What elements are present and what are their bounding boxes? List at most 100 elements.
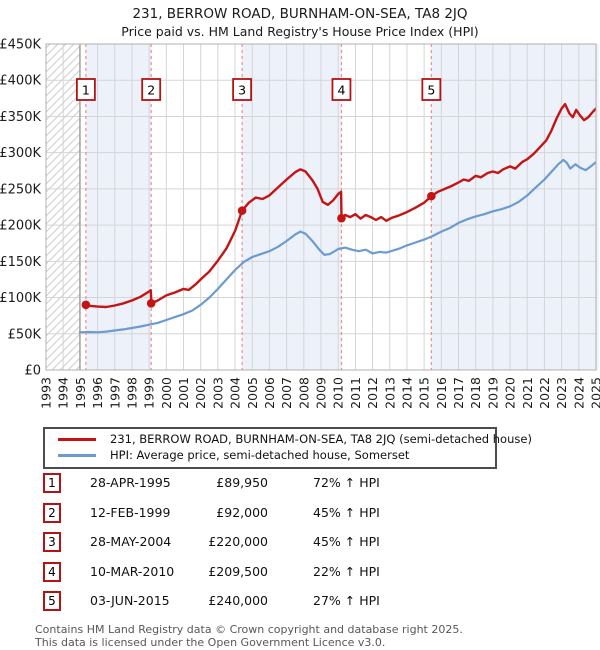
sale-flag-box [141,78,162,101]
x-tick-label: 2004 [228,377,243,409]
y-tick-label: £400K [0,74,41,89]
x-tick-label: 2018 [468,377,483,409]
sale-hpi-delta: 22% ↑ HPI [313,563,380,579]
table-row: 3 28-MAY-2004 £220,000 45% ↑ HPI [43,532,600,552]
x-tick-label: 2000 [159,377,174,409]
hpi-line [78,158,596,334]
sale-date: 28-MAY-2004 [90,534,172,549]
sale-date: 10-MAR-2010 [90,563,175,579]
x-tick-label: 2007 [279,377,294,409]
legend-label-hpi: HPI: Average price, semi-detached house,… [110,448,410,462]
legend-row-price: 231, BERROW ROAD, BURNHAM-ON-SEA, TA8 2J… [45,431,532,447]
y-tick-label: £250K [0,182,41,197]
x-tick-label: 1994 [56,377,71,409]
attribution-line2: This data is licensed under the Open Gov… [35,635,386,649]
legend-label-price: 231, BERROW ROAD, BURNHAM-ON-SEA, TA8 2J… [110,432,532,446]
sale-hpi-delta: 27% ↑ HPI [313,593,380,608]
sale-number-badge: 5 [43,591,61,611]
legend: 231, BERROW ROAD, BURNHAM-ON-SEA, TA8 2J… [43,427,532,469]
sale-number-badge: 1 [43,473,61,493]
sale-marker [81,300,91,310]
sale-date: 12-FEB-1999 [90,504,171,520]
sale-flag-box [75,78,96,101]
x-tick-label: 1993 [39,377,54,409]
sale-number-flags: 1 2 3 4 5 [75,78,442,101]
x-tick-label: 2016 [434,377,449,409]
y-axis-labels: £0 £50K £100K £150K £200K £250K £300K £350K £400… [0,38,41,379]
x-axis-labels: 1993 1994 1995 1996 1997 1998 1999 2000 2001 2002… [39,377,600,409]
x-tick-label: 2009 [314,377,329,409]
x-tick-label: 2014 [399,377,414,409]
sale-price: £92,000 [216,504,268,520]
x-tick-label: 2012 [365,377,380,409]
sale-price: £240,000 [208,593,268,608]
x-tick-label: 1996 [90,377,105,409]
sale-flag-box [421,78,442,101]
x-tick-label: 2001 [176,377,191,409]
sale-flag-number: 1 [82,83,90,98]
sale-number-badge: 4 [43,561,61,582]
sale-date: 28-APR-1995 [90,475,171,490]
price-chart: 1 2 3 4 5 £0 £50K £100K £150K £200K £250K £300K £35… [0,38,600,409]
y-tick-label: £100K [0,291,41,306]
sale-price: £209,500 [208,563,268,579]
plot-frame [45,43,597,371]
x-tick-label: 2008 [296,377,311,409]
x-tick-label: 2020 [503,377,518,409]
plot-border [45,43,597,371]
sale-number-badge: 3 [43,532,61,552]
x-tick-label: 2025 [589,377,600,409]
x-tick-label: 2013 [382,377,397,409]
y-tick-label: £0 [24,364,41,379]
legend-row-hpi: HPI: Average price, semi-detached house,… [45,447,495,463]
y-tick-label: £300K [0,146,41,161]
price-line [84,102,596,309]
price-line-swatch [58,437,96,441]
sale-hpi-delta: 45% ↑ HPI [313,504,380,520]
x-tick-label: 2023 [554,377,569,409]
x-tick-label: 1998 [124,377,139,409]
sale-date: 03-JUN-2015 [90,593,170,608]
x-tick-label: 1995 [73,377,88,409]
table-row: 5 03-JUN-2015 £240,000 27% ↑ HPI [43,591,600,611]
x-tick-label: 2010 [331,377,346,409]
sale-flag-box [232,78,253,101]
sale-flag-number: 4 [337,83,345,98]
ownership-band [242,44,342,370]
sale-markers [81,191,436,310]
x-tick-label: 1997 [107,377,122,409]
sale-price: £220,000 [208,534,268,549]
x-tick-label: 2003 [210,377,225,409]
page-title: 231, BERROW ROAD, BURNHAM-ON-SEA, TA8 2J… [132,6,468,22]
y-tick-label: £200K [0,219,41,234]
x-tick-label: 2006 [262,377,277,409]
sale-price: £89,950 [216,475,268,490]
hpi-line-swatch [58,453,96,457]
sales-table: 1 28-APR-1995 £89,950 72% ↑ HPI 2 12-FEB… [43,473,600,621]
sale-marker [427,191,436,201]
x-tick-label: 1999 [142,377,157,409]
ownership-bands [85,44,599,370]
x-tick-label: 2005 [245,377,260,409]
ownership-band [85,44,152,370]
sale-flag-number: 3 [238,83,246,98]
page-subtitle: Price paid vs. HM Land Registry's House … [121,24,479,39]
sale-marker [237,206,247,215]
y-tick-label: £150K [0,255,41,270]
y-tick-label: £50K [8,327,42,342]
sale-hpi-delta: 45% ↑ HPI [313,534,380,549]
attribution-line1: Contains HM Land Registry data © Crown c… [35,623,463,636]
x-tick-label: 2021 [520,377,535,409]
sale-hpi-delta: 72% ↑ HPI [313,475,380,490]
data-series [78,102,596,334]
x-tick-label: 2002 [193,377,208,409]
x-tick-label: 2024 [571,377,586,409]
sale-marker [146,299,156,308]
attribution: Contains HM Land Registry data © Crown c… [35,623,463,649]
x-tick-label: 2017 [451,377,466,409]
x-tick-label: 2015 [417,377,432,409]
sale-flag-number: 2 [147,83,155,98]
x-tick-label: 2019 [485,377,500,409]
sale-marker [337,213,346,223]
